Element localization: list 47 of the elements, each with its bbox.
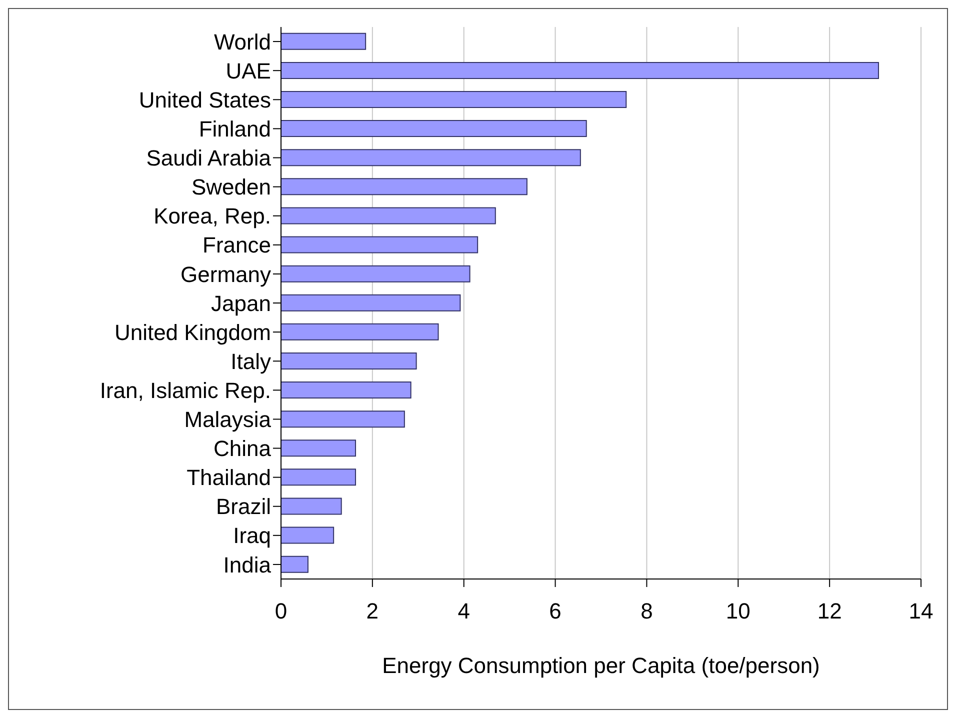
y-tick-label: Japan (211, 290, 271, 316)
bar (281, 207, 496, 224)
bar (281, 498, 342, 515)
y-tick-label: World (214, 29, 271, 54)
y-tick-label: Korea, Rep. (154, 204, 271, 229)
y-tick-label: UAE (226, 58, 271, 84)
x-tick-label: 2 (366, 598, 379, 624)
bar (281, 265, 470, 282)
y-tick-label: India (223, 552, 272, 578)
x-tick-label: 10 (726, 598, 750, 624)
x-tick-label: 12 (817, 598, 842, 624)
y-tick-label: United States (138, 87, 271, 112)
bar (281, 410, 405, 428)
x-tick-label: 0 (274, 598, 288, 624)
bar (281, 32, 366, 50)
y-tick-label: Sweden (191, 174, 271, 200)
bar (281, 468, 356, 486)
y-tick-label: Malaysia (184, 407, 272, 432)
bar (281, 440, 356, 457)
bar (281, 178, 528, 196)
bar (281, 526, 334, 544)
bar (281, 236, 478, 254)
bar (281, 352, 417, 370)
y-tick-label: Iraq (233, 523, 271, 548)
bar (281, 90, 627, 108)
bar (281, 62, 879, 79)
y-tick-label: Finland (198, 116, 271, 142)
bar (281, 323, 439, 340)
x-tick-label: 4 (458, 598, 470, 624)
x-tick-label: 14 (908, 598, 934, 624)
x-tick-label: 6 (549, 598, 562, 624)
bar (281, 120, 587, 138)
y-tick-label: Iran, Islamic Rep. (100, 378, 271, 403)
x-axis-title: Energy Consumption per Capita (toe/person) (382, 653, 820, 678)
y-tick-label: Brazil (216, 494, 271, 520)
bar (281, 149, 581, 166)
y-tick-label: Thailand (186, 465, 271, 490)
y-tick-label: Saudi Arabia (146, 146, 272, 171)
bar (281, 556, 308, 573)
bar (281, 382, 412, 399)
bar (281, 294, 461, 312)
x-tick-label: 8 (640, 598, 653, 624)
y-tick-label: China (214, 436, 272, 462)
y-tick-label: France (202, 232, 271, 258)
y-tick-label: Italy (230, 348, 271, 374)
y-tick-label: Germany (180, 262, 271, 287)
y-tick-label: United Kingdom (114, 320, 271, 345)
